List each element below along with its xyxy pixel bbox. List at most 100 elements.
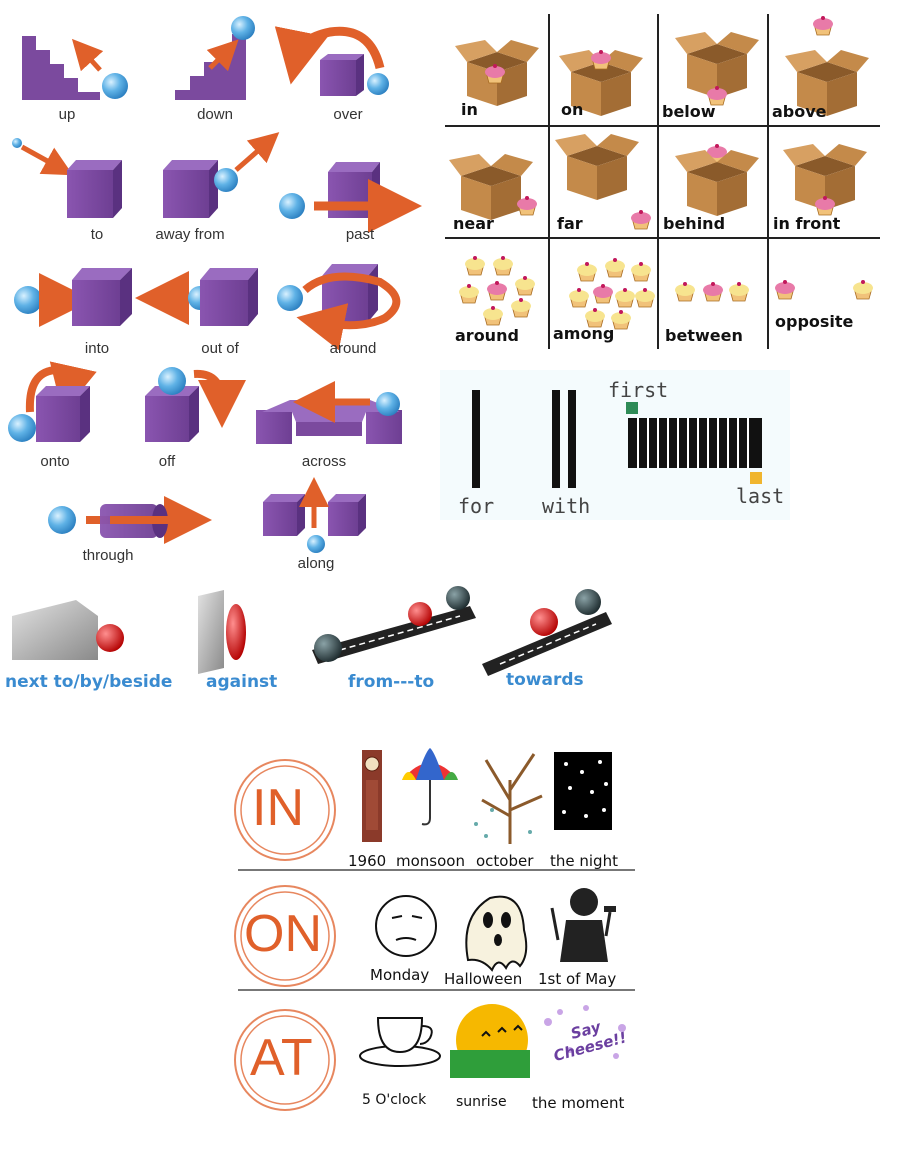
label-up: up xyxy=(58,106,76,123)
order-label-with: with xyxy=(542,494,591,518)
place-label-opposite: opposite xyxy=(775,312,854,331)
place-label-in: in xyxy=(461,100,478,119)
bored-face-icon xyxy=(375,895,437,957)
label-down: down xyxy=(197,106,233,123)
time-panel: IN ON AT 1960 monsoon october the night … xyxy=(230,740,640,1130)
time-word-in: IN xyxy=(252,779,304,837)
time-word-at: AT xyxy=(250,1029,313,1087)
down-icon xyxy=(155,16,255,100)
grandfather-clock-icon xyxy=(362,750,382,842)
time-at-5-oclock: 5 O'clock xyxy=(362,1092,427,1108)
in-box-icon xyxy=(455,40,539,106)
bare-tree-icon xyxy=(481,753,543,844)
sunrise-icon xyxy=(450,1004,530,1078)
place-label-far: far xyxy=(557,214,583,233)
place-label-around: around xyxy=(455,326,519,345)
near-box-icon xyxy=(449,154,538,220)
out-of-icon xyxy=(135,268,258,326)
order-panel: for with first last xyxy=(440,370,790,520)
label-to: to xyxy=(90,226,104,243)
place-label-between: between xyxy=(665,326,743,345)
among-cupcakes-icon xyxy=(568,257,656,330)
umbrella-icon xyxy=(402,748,458,826)
label-into: into xyxy=(84,340,110,357)
around-cupcakes-icon xyxy=(458,255,536,326)
label-past: past xyxy=(345,226,375,243)
across-icon xyxy=(256,381,402,444)
time-in-1960: 1960 xyxy=(348,852,387,870)
order-illustrations xyxy=(440,370,790,520)
first-marker-icon xyxy=(626,402,638,414)
in-front-box-icon xyxy=(783,144,867,216)
time-illustrations xyxy=(234,748,635,1111)
time-on-monday: Monday xyxy=(370,966,430,984)
between-cupcakes-icon xyxy=(674,281,750,302)
past-icon xyxy=(279,162,422,233)
for-bar-icon xyxy=(472,390,480,488)
time-at-sunrise: sunrise xyxy=(456,1094,507,1110)
falling-leaves-icon xyxy=(474,808,532,838)
night-sky-icon xyxy=(554,752,612,830)
towards-icon xyxy=(482,589,612,676)
order-label-first: first xyxy=(608,378,669,402)
label-off: off xyxy=(158,453,176,470)
label-over: over xyxy=(333,106,363,123)
queue-bars-icon xyxy=(628,418,762,468)
time-word-on: ON xyxy=(244,905,322,963)
below-box-icon xyxy=(675,32,759,106)
time-in-october: october xyxy=(476,852,534,870)
time-at-the-moment: the moment xyxy=(532,1094,625,1112)
ghost-icon xyxy=(465,895,528,972)
label-through: through xyxy=(82,547,134,564)
to-icon xyxy=(12,138,122,218)
from-to-icon xyxy=(312,586,476,664)
last-marker-icon xyxy=(750,472,762,484)
place-label-below: below xyxy=(662,102,716,121)
along-icon xyxy=(263,477,366,553)
with-bar-left-icon xyxy=(552,390,560,488)
over-icon xyxy=(274,26,389,96)
behind-box-icon xyxy=(675,143,759,216)
place-label-on: on xyxy=(561,100,584,119)
time-in-monsoon: monsoon xyxy=(396,852,465,870)
into-icon xyxy=(14,268,132,327)
place-label-among: among xyxy=(553,324,615,343)
next-to-icon xyxy=(12,600,124,660)
relation-label-against: against xyxy=(206,672,278,692)
place-label-near: near xyxy=(453,214,494,233)
relation-label-next-to: next to/by/beside xyxy=(5,672,173,692)
movement-illustrations xyxy=(8,16,422,553)
place-label-above: above xyxy=(772,102,827,121)
label-away-from: away from xyxy=(155,226,225,243)
label-onto: onto xyxy=(40,453,70,470)
label-across: across xyxy=(301,453,347,470)
place-grid: in on below above near far behind in fro… xyxy=(445,14,880,349)
relation-label-from-to: from---to xyxy=(348,672,435,692)
around-icon xyxy=(277,264,401,351)
hearts-icon xyxy=(544,1005,626,1059)
relation-label-towards: towards xyxy=(506,670,584,690)
teacup-icon xyxy=(359,1017,441,1067)
off-icon xyxy=(145,367,246,442)
time-in-the-night: the night xyxy=(550,852,618,870)
time-on-halloween: Halloween xyxy=(444,970,523,988)
against-icon xyxy=(198,590,246,674)
up-icon xyxy=(22,36,128,100)
above-box-icon xyxy=(785,15,869,116)
through-icon xyxy=(48,496,212,544)
relation-illustrations xyxy=(12,586,612,676)
time-on-1st-of-may: 1st of May xyxy=(538,970,617,988)
worker-icon xyxy=(550,888,616,962)
place-illustrations xyxy=(445,14,880,349)
label-around: around xyxy=(329,340,377,357)
label-out-of: out of xyxy=(201,340,239,357)
label-along: along xyxy=(297,555,335,572)
onto-icon xyxy=(8,361,97,442)
opposite-cupcakes-icon xyxy=(774,279,874,300)
place-label-in-front: in front xyxy=(773,214,841,233)
place-label-behind: behind xyxy=(663,214,726,233)
away-from-icon xyxy=(163,132,280,218)
movement-panel: up down over to away from past into out … xyxy=(0,0,430,580)
relation-panel: next to/by/beside against from---to towa… xyxy=(0,584,625,696)
order-label-for: for xyxy=(458,494,495,518)
